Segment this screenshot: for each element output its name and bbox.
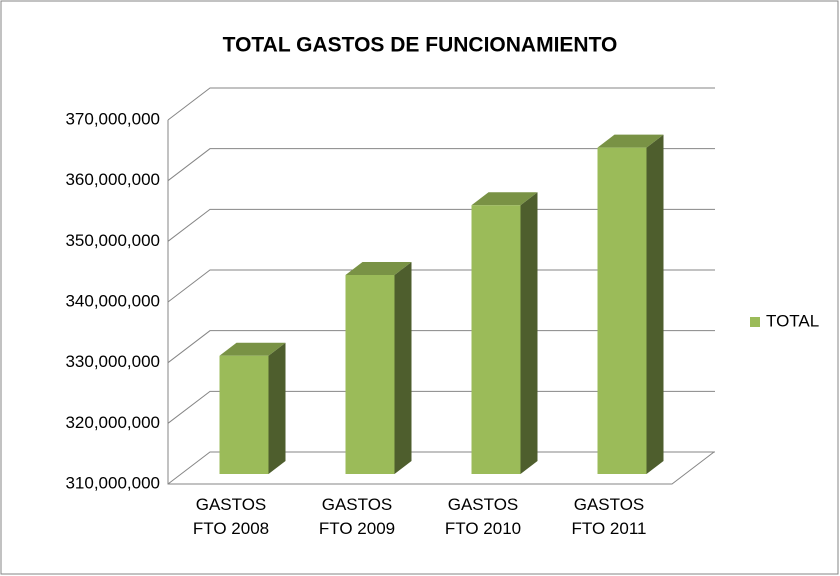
x-tick-label: GASTOS FTO 2009 (319, 495, 395, 538)
bar (471, 192, 538, 474)
y-tick-label: 360,000,000 (65, 170, 160, 189)
bar-side (394, 262, 412, 474)
grid-line (167, 87, 715, 121)
y-tick-label: 370,000,000 (65, 109, 160, 128)
y-tick-label: 330,000,000 (65, 352, 160, 371)
grid-line (167, 451, 715, 485)
bar-front (345, 275, 395, 474)
grid-line (167, 148, 715, 182)
bar-front (471, 205, 521, 474)
x-tick-label: GASTOS FTO 2008 (193, 495, 269, 538)
bar-side (268, 342, 286, 474)
legend-swatch (750, 317, 760, 327)
x-tick-label: GASTOS FTO 2011 (572, 495, 647, 538)
bar-front (219, 355, 269, 474)
grid-line (167, 330, 715, 364)
y-tick-label: 310,000,000 (65, 473, 160, 492)
bar-side (646, 134, 664, 474)
bar-side (520, 192, 538, 474)
grid-line (167, 208, 715, 242)
bar-top (597, 134, 664, 148)
bar-top (471, 192, 538, 206)
x-tick-label: GASTOS FTO 2010 (445, 495, 521, 538)
bar-top (345, 262, 412, 276)
bar (219, 342, 286, 474)
y-tick-label: 340,000,000 (65, 291, 160, 310)
bar (345, 262, 412, 474)
y-tick-label: 320,000,000 (65, 413, 160, 432)
grid-line (167, 269, 715, 303)
legend-label: TOTAL (766, 311, 819, 330)
bar (597, 134, 664, 474)
grid-line (167, 390, 715, 424)
chart-title: TOTAL GASTOS DE FUNCIONAMIENTO (223, 34, 618, 57)
bar-top (219, 342, 286, 356)
y-tick-label: 350,000,000 (65, 231, 160, 250)
bar-front (597, 147, 647, 474)
